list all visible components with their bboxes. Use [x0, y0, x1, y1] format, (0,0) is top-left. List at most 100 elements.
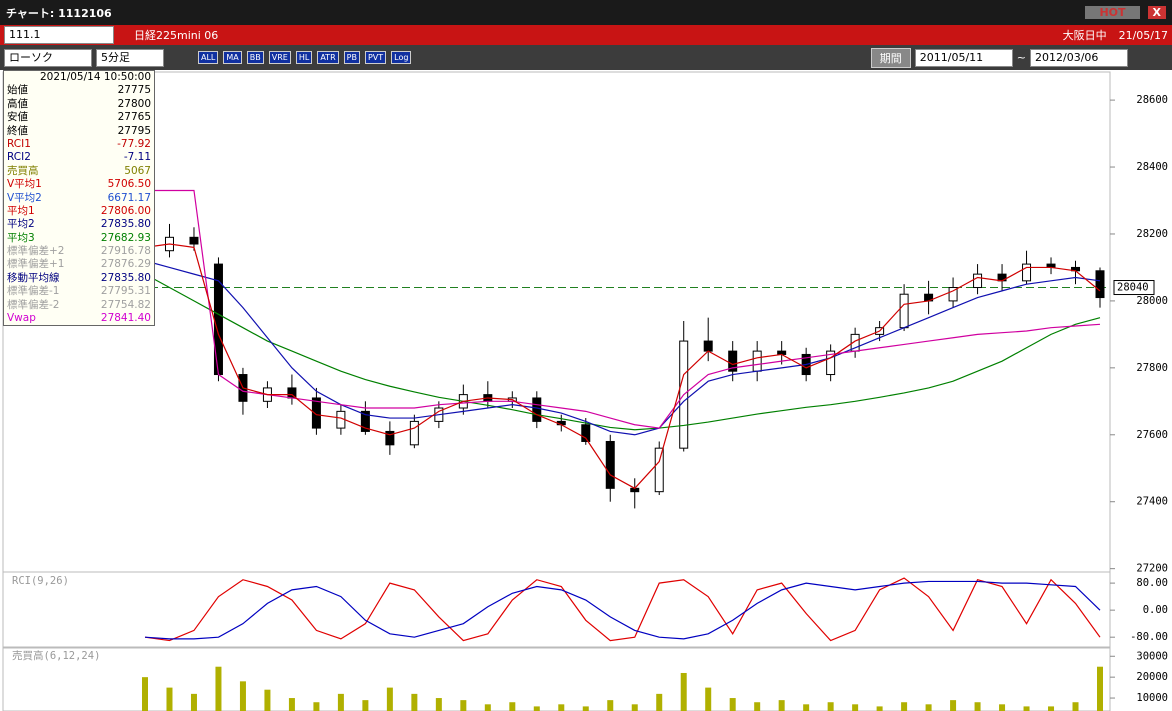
candle-body — [532, 397, 542, 422]
info-label: 始値 — [7, 84, 28, 97]
candle-body — [752, 350, 762, 372]
info-label: 標準偏差+2 — [7, 245, 65, 258]
candle-body — [360, 410, 370, 432]
volume-bar — [950, 700, 957, 711]
info-value: -77.92 — [117, 137, 151, 150]
info-row: 終値 27795 — [4, 125, 154, 138]
toolbar: ローソク 5分足 ALL MA BB VRE HL ATR PB PVT Log 期間 2011… — [0, 45, 1172, 70]
candle-body — [899, 293, 909, 329]
y-tick-label: -80.00 — [1130, 631, 1168, 643]
volume-bar — [656, 693, 663, 711]
toolbar-button[interactable]: HL — [295, 51, 313, 64]
panel-title: RCI(9,26) — [12, 575, 69, 587]
info-value: -7.11 — [123, 151, 151, 164]
y-tick-label: 27200 — [1136, 563, 1168, 575]
period-select[interactable]: 5分足 — [96, 48, 164, 67]
volume-bar — [803, 704, 810, 711]
info-value: 5706.50 — [107, 178, 151, 191]
to-date[interactable]: 2012/03/06 — [1030, 48, 1128, 67]
volume-bar — [729, 698, 736, 711]
y-tick-label: 28600 — [1136, 94, 1168, 106]
toolbar-button[interactable]: PB — [343, 51, 360, 64]
volume-bar — [362, 700, 369, 711]
volume-bar — [509, 702, 516, 711]
volume-bar — [680, 672, 687, 711]
toolbar-button[interactable]: ATR — [317, 51, 339, 64]
plot-background — [0, 70, 1172, 711]
info-row: RCI1 -77.92 — [4, 138, 154, 151]
moving-average-line — [144, 260, 1101, 436]
volume-bar — [264, 689, 271, 711]
toolbar-button[interactable]: Log — [391, 51, 412, 64]
volume-bar — [166, 687, 173, 711]
info-value: 27795 — [117, 124, 151, 137]
info-value: 5067 — [124, 164, 151, 177]
info-row: V平均2 6671.17 — [4, 192, 154, 205]
volume-bar — [411, 693, 418, 711]
candle-body — [1095, 270, 1105, 299]
candle-body — [581, 424, 591, 442]
info-row: 平均2 27835.80 — [4, 218, 154, 231]
info-label: 移動平均線 — [7, 271, 60, 284]
info-label: 平均2 — [7, 218, 35, 231]
volume-bar — [852, 704, 859, 711]
volume-bar — [1023, 706, 1030, 711]
candle-body — [605, 440, 615, 489]
volume-bar — [460, 700, 467, 711]
panel-title: 売買高(6,12,24) — [12, 649, 100, 662]
volume-bar — [239, 681, 246, 711]
info-label: RCI2 — [7, 151, 31, 164]
volume-bar — [582, 706, 589, 711]
info-row: 移動平均線 27835.80 — [4, 272, 154, 285]
info-value: 27765 — [117, 111, 151, 124]
volume-bar — [288, 698, 295, 711]
info-value: 27682.93 — [100, 231, 151, 244]
info-row: RCI2 -7.11 — [4, 151, 154, 164]
volume-bar — [435, 698, 442, 711]
toolbar-button[interactable]: MA — [223, 51, 242, 64]
info-panel: 2021/05/14 10:50:00 始値 27775 高値 27800 安値 2776… — [3, 70, 155, 327]
info-label: 標準偏差+1 — [7, 258, 65, 271]
toolbar-button[interactable]: ALL — [198, 51, 219, 64]
info-value: 27876.29 — [100, 258, 151, 271]
toolbar-button[interactable]: VRE — [268, 51, 291, 64]
close-button[interactable]: X — [1147, 6, 1166, 19]
date: 21/05/17 — [1118, 28, 1168, 42]
tilde: ~ — [1016, 51, 1026, 64]
info-label: 売買高 — [7, 164, 39, 177]
volume-bar — [1072, 702, 1079, 711]
y-tick-label: 28000 — [1136, 295, 1168, 307]
chart-kind-select[interactable]: ローソク — [4, 48, 92, 67]
volume-bar — [876, 706, 883, 711]
info-label: Vwap — [7, 312, 36, 325]
market: 大阪日中 — [1062, 29, 1107, 42]
candle-body — [311, 397, 321, 429]
info-row: 安値 27765 — [4, 111, 154, 124]
info-timestamp: 2021/05/14 10:50:00 — [39, 71, 151, 83]
info-label: V平均1 — [7, 178, 42, 191]
title-bar: チャート: 1112106 HOT X — [0, 0, 1172, 25]
last-price-box — [1113, 280, 1155, 296]
toolbar-button[interactable]: BB — [246, 51, 264, 64]
hot-button[interactable]: HOT — [1085, 6, 1140, 19]
info-row: 標準偏差+1 27876.29 — [4, 258, 154, 271]
volume-bar — [974, 702, 981, 711]
range-button[interactable]: 期間 — [870, 47, 911, 68]
info-row: 平均3 27682.93 — [4, 232, 154, 245]
info-label: RCI1 — [7, 137, 31, 150]
y-tick-label: 20000 — [1136, 671, 1168, 683]
last-price-label: 28040 — [1117, 282, 1149, 294]
info-row: 売買高 5067 — [4, 165, 154, 178]
info-row: 平均1 27806.00 — [4, 205, 154, 218]
info-row: 標準偏差-2 27754.82 — [4, 299, 154, 312]
volume-bar — [386, 687, 393, 711]
code-select[interactable]: 111.1 — [4, 26, 114, 44]
moving-average-line — [144, 243, 1101, 490]
toolbar-buttons: ALL MA BB VRE HL ATR PB PVT Log — [198, 51, 412, 64]
rci-line — [144, 580, 1101, 640]
toolbar-button[interactable]: PVT — [364, 51, 387, 64]
info-value: 27835.80 — [100, 271, 151, 284]
from-date[interactable]: 2011/05/11 — [914, 48, 1013, 67]
volume-bar — [215, 666, 222, 711]
volume-bar — [901, 702, 908, 711]
